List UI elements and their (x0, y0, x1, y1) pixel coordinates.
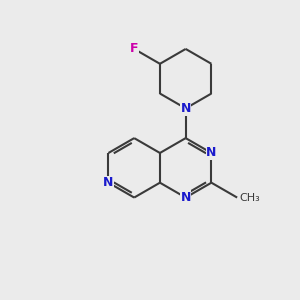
Text: N: N (181, 191, 191, 204)
Text: F: F (130, 42, 138, 56)
Text: N: N (181, 102, 191, 115)
Text: CH₃: CH₃ (239, 193, 260, 202)
Text: N: N (103, 176, 114, 189)
Text: N: N (206, 146, 217, 160)
